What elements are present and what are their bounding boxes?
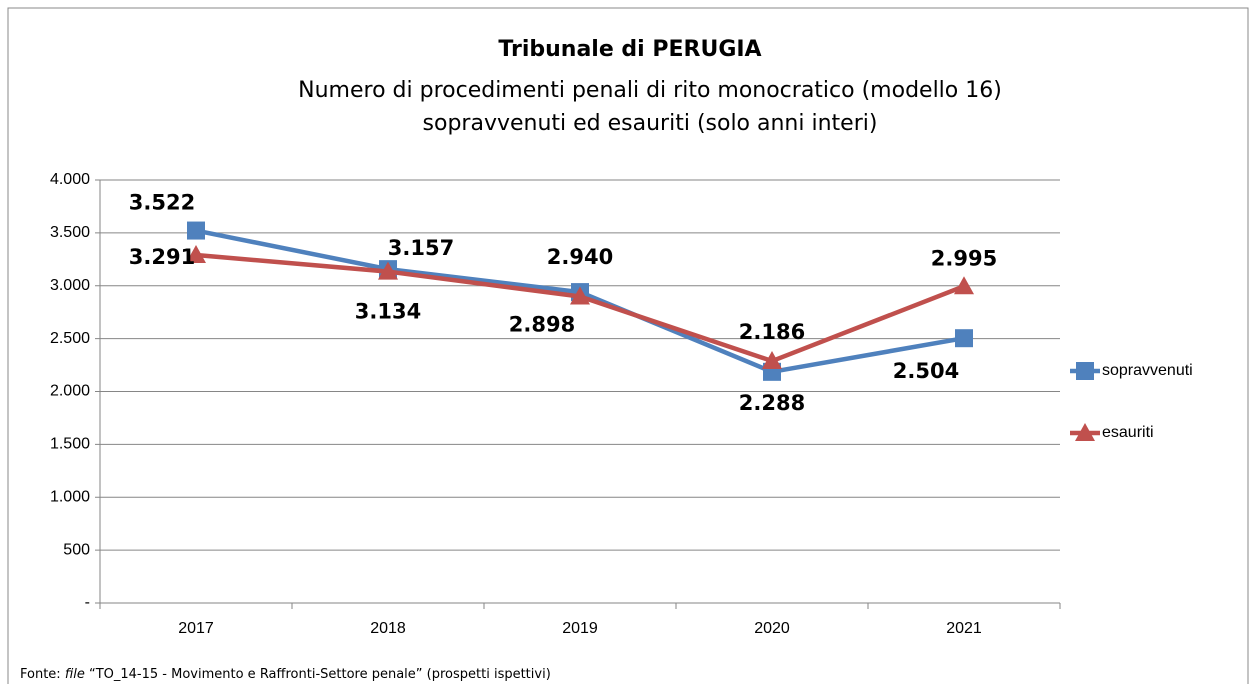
chart-title: Tribunale di PERUGIA: [498, 37, 761, 62]
y-tick-label: 3.500: [50, 224, 90, 241]
data-label: 2.504: [893, 359, 959, 383]
legend-label: sopravvenuti: [1102, 362, 1193, 379]
data-label: 2.995: [931, 246, 997, 270]
marker: [954, 276, 974, 295]
y-tick-label: 2.500: [50, 330, 90, 347]
data-label: 2.898: [509, 313, 575, 337]
marker: [1075, 423, 1095, 441]
marker: [1076, 362, 1094, 380]
y-tick-label: -: [85, 594, 90, 611]
data-label: 3.134: [355, 300, 421, 324]
x-tick-label: 2021: [946, 620, 982, 637]
series-line: [195, 252, 965, 364]
data-label: 2.288: [739, 391, 805, 415]
x-tick-label: 2018: [370, 620, 406, 637]
data-label: 2.940: [547, 245, 613, 269]
y-tick-label: 1.500: [50, 436, 90, 453]
x-tick-label: 2017: [178, 620, 214, 637]
y-tick-label: 4.000: [50, 171, 90, 188]
data-label: 2.186: [739, 320, 805, 344]
y-tick-label: 1.000: [50, 488, 90, 505]
x-tick-label: 2020: [754, 620, 790, 637]
y-tick-label: 500: [63, 541, 90, 558]
chart-frame: [7, 7, 1249, 684]
chart-subtitle: Numero di procedimenti penali di rito mo…: [298, 78, 1002, 103]
data-label: 3.157: [388, 236, 454, 260]
y-tick-label: 3.000: [50, 277, 90, 294]
source-note: Fonte: file “TO_14-15 - Movimento e Raff…: [20, 667, 551, 682]
data-label: 3.291: [129, 245, 195, 269]
marker: [187, 221, 205, 240]
x-tick-label: 2019: [562, 620, 598, 637]
source-text: file: [64, 667, 85, 682]
legend-label: esauriti: [1102, 424, 1154, 441]
marker: [955, 329, 973, 348]
marker: [762, 351, 782, 370]
data-label: 3.522: [129, 191, 195, 215]
chart-subtitle: sopravvenuti ed esauriti (solo anni inte…: [423, 111, 878, 136]
y-tick-label: 2.000: [50, 383, 90, 400]
source-text: “TO_14-15 - Movimento e Raffronti-Settor…: [88, 667, 551, 682]
marker: [570, 286, 590, 305]
source-text: Fonte:: [20, 667, 61, 682]
marker: [378, 261, 398, 280]
marker: [186, 244, 206, 263]
